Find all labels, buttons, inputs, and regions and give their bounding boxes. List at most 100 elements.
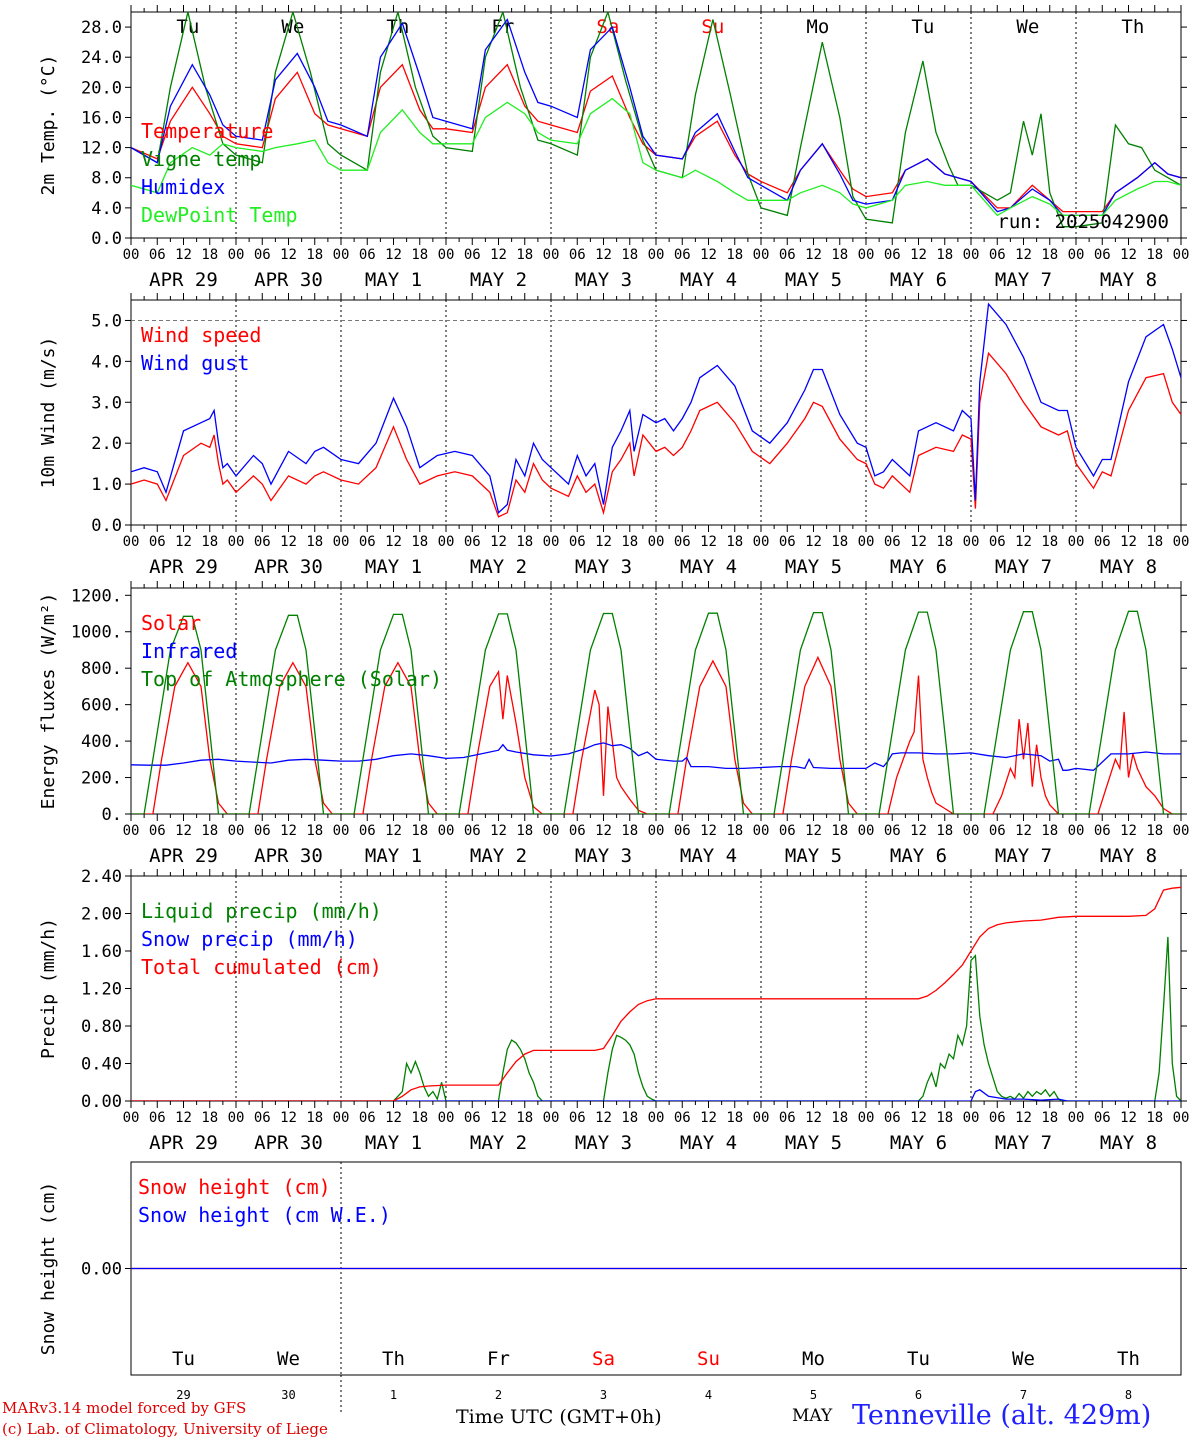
hour-tick-label: 00 (1068, 247, 1085, 263)
hour-tick-label: 18 (621, 247, 638, 263)
date-label: MAY 2 (470, 269, 527, 291)
date-label: MAY 5 (785, 269, 842, 291)
hour-tick-label: 06 (359, 1110, 376, 1126)
date-label: MAY 7 (995, 269, 1052, 291)
plot-frame (130, 587, 1182, 815)
hour-tick-label: 00 (753, 247, 770, 263)
hour-tick-label: 18 (411, 823, 428, 839)
hour-tick-label: 12 (700, 823, 717, 839)
hour-tick-label: 06 (989, 247, 1006, 263)
hour-tick-label: 18 (306, 534, 323, 550)
date-label: MAY 7 (995, 1132, 1052, 1154)
hour-tick-label: 18 (936, 534, 953, 550)
day-number-label: 6 (915, 1388, 922, 1402)
hour-tick-label: 12 (175, 534, 192, 550)
date-label: APR 30 (254, 845, 323, 867)
hour-tick-label: 18 (201, 247, 218, 263)
hour-tick-label: 12 (595, 823, 612, 839)
hour-tick-label: 12 (1015, 823, 1032, 839)
series-line-2 (131, 12, 1181, 228)
date-label: MAY 6 (890, 556, 947, 578)
series-line-2 (131, 1089, 1181, 1101)
hour-tick-label: 12 (385, 534, 402, 550)
date-label: MAY 3 (575, 1132, 632, 1154)
y-tick-label: 3.0 (91, 393, 122, 413)
date-label: APR 30 (254, 556, 323, 578)
copyright-credit: (c) Lab. of Climatology, University of L… (2, 1420, 328, 1438)
hour-tick-label: 06 (149, 247, 166, 263)
hour-tick-label: 06 (884, 247, 901, 263)
hour-tick-label: 18 (726, 1110, 743, 1126)
day-abbr-label: Su (697, 1348, 720, 1370)
date-label: MAY 6 (890, 269, 947, 291)
hour-tick-label: 06 (674, 247, 691, 263)
day-abbr-label: Th (382, 1348, 405, 1370)
legend-entry: DewPoint Temp (141, 203, 298, 227)
hour-tick-label: 00 (228, 247, 245, 263)
y-axis-title: 10m Wind (m/s) (38, 337, 59, 489)
hour-tick-label: 12 (1120, 247, 1137, 263)
date-label: MAY 1 (365, 269, 422, 291)
hour-tick-label: 06 (884, 823, 901, 839)
y-tick-label: 0.40 (81, 1055, 122, 1075)
series-line-3 (131, 886, 1181, 1101)
y-tick-label: 2.40 (81, 867, 122, 887)
hour-tick-label: 18 (831, 1110, 848, 1126)
y-tick-label: 2.00 (81, 905, 122, 925)
y-tick-label: 28.0 (81, 18, 122, 38)
date-label: MAY 5 (785, 556, 842, 578)
hour-tick-label: 06 (359, 534, 376, 550)
date-label: MAY 8 (1100, 269, 1157, 291)
hour-tick-label: 12 (385, 1110, 402, 1126)
y-tick-label: 20.0 (81, 78, 122, 98)
hour-tick-label: 00 (438, 823, 455, 839)
hour-tick-label: 12 (595, 247, 612, 263)
hour-tick-label: 18 (411, 534, 428, 550)
day-abbr-label: Mo (806, 16, 829, 38)
hour-tick-label: 18 (516, 1110, 533, 1126)
hour-tick-label: 18 (516, 823, 533, 839)
hour-tick-label: 06 (989, 1110, 1006, 1126)
hour-tick-label: 00 (543, 1110, 560, 1126)
hour-tick-label: 00 (1068, 1110, 1085, 1126)
day-abbr-label: We (281, 16, 304, 38)
hour-tick-label: 12 (700, 534, 717, 550)
hour-tick-label: 00 (333, 247, 350, 263)
hour-tick-label: 12 (280, 1110, 297, 1126)
date-label: MAY 3 (575, 269, 632, 291)
date-label: APR 29 (149, 556, 218, 578)
y-tick-label: 1.20 (81, 980, 122, 1000)
hour-tick-label: 00 (1173, 247, 1190, 263)
series-line-4 (131, 97, 1181, 217)
date-label: APR 30 (254, 269, 323, 291)
hour-tick-label: 12 (595, 534, 612, 550)
hour-tick-label: 12 (175, 823, 192, 839)
hour-tick-label: 12 (1120, 1110, 1137, 1126)
hour-tick-label: 06 (149, 823, 166, 839)
series-line-1 (131, 655, 1181, 814)
hour-tick-label: 00 (753, 823, 770, 839)
panel-2: 0.0 1.0 2.0 3.0 4.0 5.0 10m Wind (m/s) 00 06 12 18… (38, 293, 1189, 578)
date-label: MAY 2 (470, 1132, 527, 1154)
hour-tick-label: 06 (569, 247, 586, 263)
day-abbr-label: Th (1117, 1348, 1140, 1370)
hour-tick-label: 06 (569, 1110, 586, 1126)
hour-tick-label: 06 (779, 534, 796, 550)
day-abbr-label: We (1016, 16, 1039, 38)
y-tick-label: 600. (81, 696, 122, 716)
hour-tick-label: 12 (700, 247, 717, 263)
date-label: MAY 2 (470, 845, 527, 867)
hour-tick-label: 00 (753, 1110, 770, 1126)
day-number-label: 7 (1020, 1388, 1027, 1402)
panel-4: 0.00 0.40 0.80 1.20 1.60 2.00 2.40 Precip (mm/h… (38, 867, 1189, 1154)
hour-tick-label: 12 (385, 823, 402, 839)
legend-entry: Vigne temp (141, 147, 261, 171)
hour-tick-label: 18 (621, 1110, 638, 1126)
hour-tick-label: 18 (201, 1110, 218, 1126)
hour-tick-label: 00 (963, 534, 980, 550)
hour-tick-label: 18 (1041, 823, 1058, 839)
hour-tick-label: 00 (648, 247, 665, 263)
hour-tick-label: 00 (858, 534, 875, 550)
hour-tick-label: 06 (1094, 534, 1111, 550)
hour-tick-label: 12 (1120, 534, 1137, 550)
